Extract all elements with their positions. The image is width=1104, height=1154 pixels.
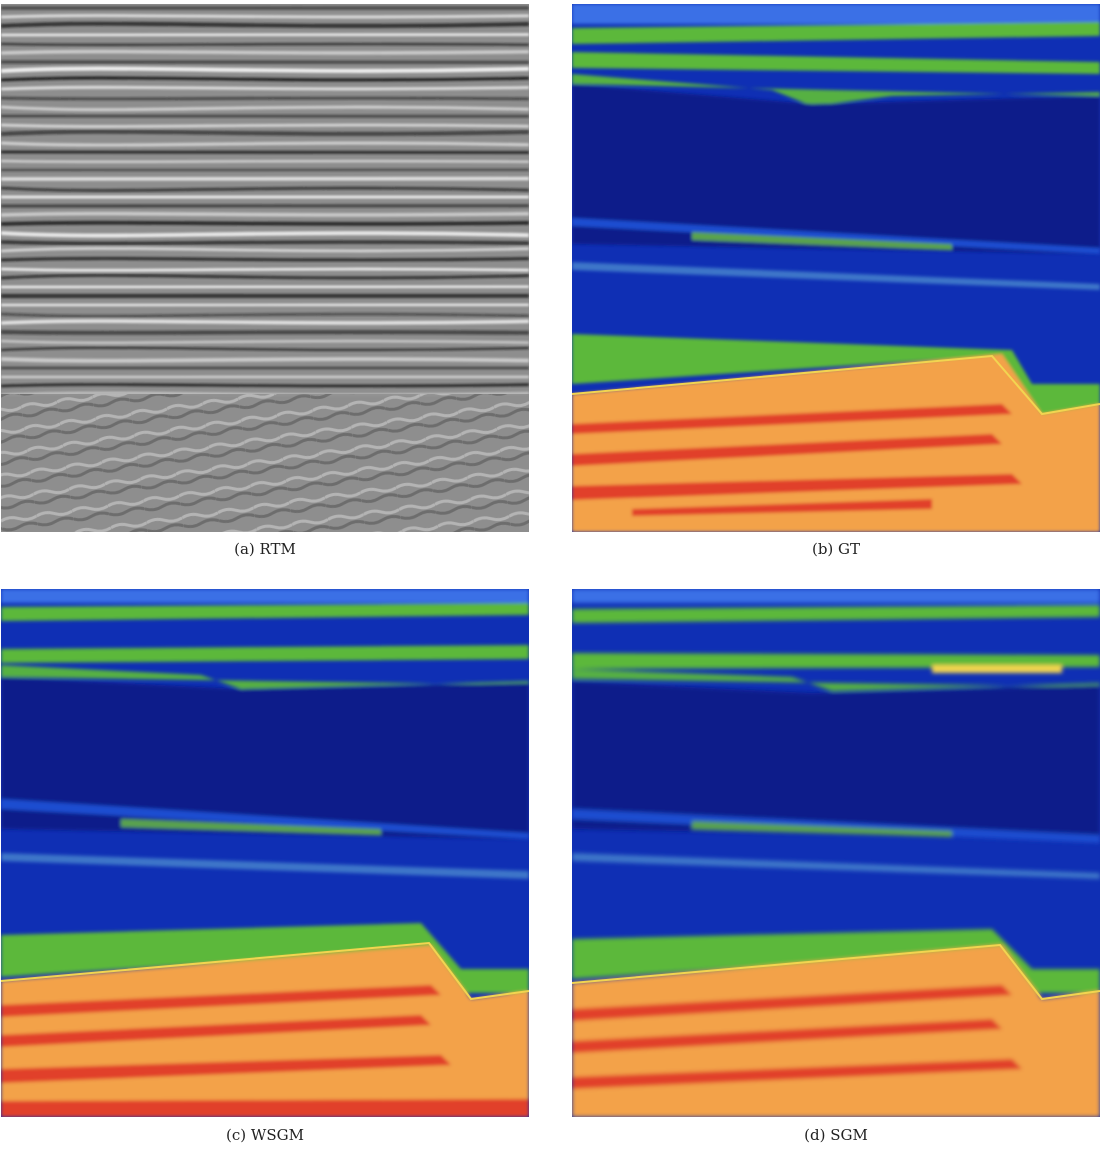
seismic-reflector <box>1 85 529 91</box>
seismic-reflector <box>1 220 529 226</box>
seismic-reflector <box>1 256 529 262</box>
seismic-reflector <box>1 66 529 74</box>
seismic-reflector <box>1 267 529 272</box>
caption-sgm: (d) SGM <box>804 1126 868 1144</box>
seismic-reflector <box>1 273 529 280</box>
seismic-reflector <box>1 96 529 101</box>
seismic-reflector <box>1 319 529 325</box>
panel-wsgm <box>1 589 529 1117</box>
seismic-reflector <box>1 211 529 217</box>
seismic-reflector <box>1 21 529 28</box>
seismic-reflector <box>1 129 529 137</box>
caption-gt: (b) GT <box>811 540 861 558</box>
gt-velocity-image <box>572 4 1100 532</box>
caption-rtm: (a) RTM <box>234 540 296 558</box>
seismic-reflector <box>1 186 529 192</box>
seismic-reflector <box>1 230 529 238</box>
seismic-reflector <box>1 150 529 155</box>
seismic-reflector <box>1 312 529 318</box>
seismic-reflector <box>1 383 529 388</box>
seismic-reflector <box>1 76 529 82</box>
seismic-reflector <box>1 357 529 363</box>
sgm-velocity-image <box>572 589 1100 1117</box>
rtm-seismic-image <box>1 4 529 532</box>
seismic-reflector <box>1 49 529 55</box>
seismic-reflector <box>1 240 529 246</box>
seismic-reflector <box>1 123 529 128</box>
seismic-reflector <box>1 141 529 147</box>
caption-wsgm: (c) WSGM <box>226 1126 304 1144</box>
seismic-reflector <box>1 105 529 112</box>
seismic-reflector <box>1 246 529 253</box>
seismic-reflector <box>1 330 529 335</box>
seismic-reflector <box>1 14 529 19</box>
seismic-reflector <box>1 339 529 345</box>
panel-gt <box>572 4 1100 532</box>
seismic-reflector <box>1 42 529 47</box>
panel-rtm <box>1 4 529 532</box>
panel-sgm <box>572 589 1100 1117</box>
wsgm-velocity-image <box>1 589 529 1117</box>
seismic-reflector <box>1 346 529 352</box>
seismic-reflector <box>1 159 529 164</box>
